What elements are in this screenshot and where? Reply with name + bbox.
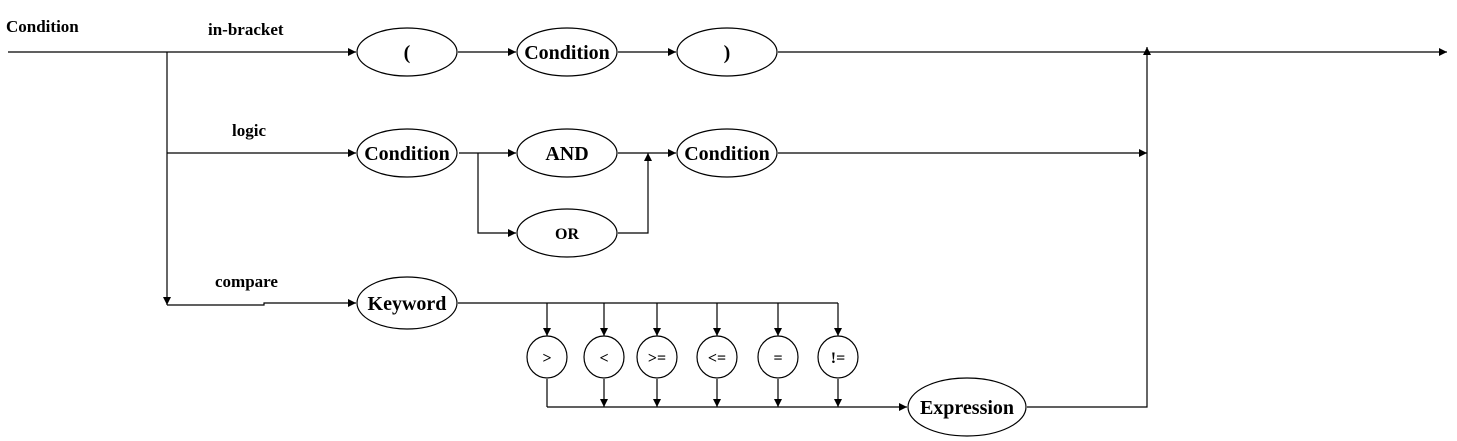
op-eq-node (757, 335, 799, 379)
or-node (516, 208, 618, 258)
edge-expression-exit (1027, 47, 1151, 408)
bracket-condition-node (516, 27, 618, 77)
close-paren-node (676, 27, 778, 77)
op-gte-node (636, 335, 678, 379)
and-label: AND (545, 143, 588, 165)
expression-label: Expression (920, 397, 1014, 419)
edge-trunk-to-keyword (167, 299, 356, 307)
open-paren-label: ( (404, 42, 411, 64)
expression-node (907, 377, 1027, 437)
branch-label-compare: compare (215, 272, 278, 291)
keyword-node (356, 276, 458, 330)
open-paren-node (356, 27, 458, 77)
op-gt-node (526, 335, 568, 379)
bracket-condition-label: Condition (524, 42, 610, 64)
op-lt-label: < (599, 350, 608, 367)
op-neq-node (817, 335, 859, 379)
or-label: OR (555, 226, 579, 243)
op-eq-label: = (773, 350, 782, 367)
op-gte-label: >= (648, 350, 666, 367)
op-lte-node (696, 335, 738, 379)
logic-condition-left-label: Condition (364, 143, 450, 165)
branch-label-in-bracket: in-bracket (208, 20, 284, 39)
branch-label-logic: logic (232, 121, 266, 140)
close-paren-label: ) (724, 42, 731, 64)
edge-condition-to-or (477, 153, 516, 237)
op-gt-label: > (542, 350, 551, 367)
logic-condition-right-node (676, 128, 778, 178)
op-lte-label: <= (708, 350, 726, 367)
logic-condition-left-node (356, 128, 458, 178)
entry-label: Condition (6, 17, 79, 36)
logic-condition-right-label: Condition (684, 143, 770, 165)
op-lt-node (583, 335, 625, 379)
keyword-label: Keyword (368, 293, 447, 315)
and-node (516, 128, 618, 178)
op-neq-label: != (831, 350, 845, 367)
edge-or-merge (618, 153, 652, 234)
